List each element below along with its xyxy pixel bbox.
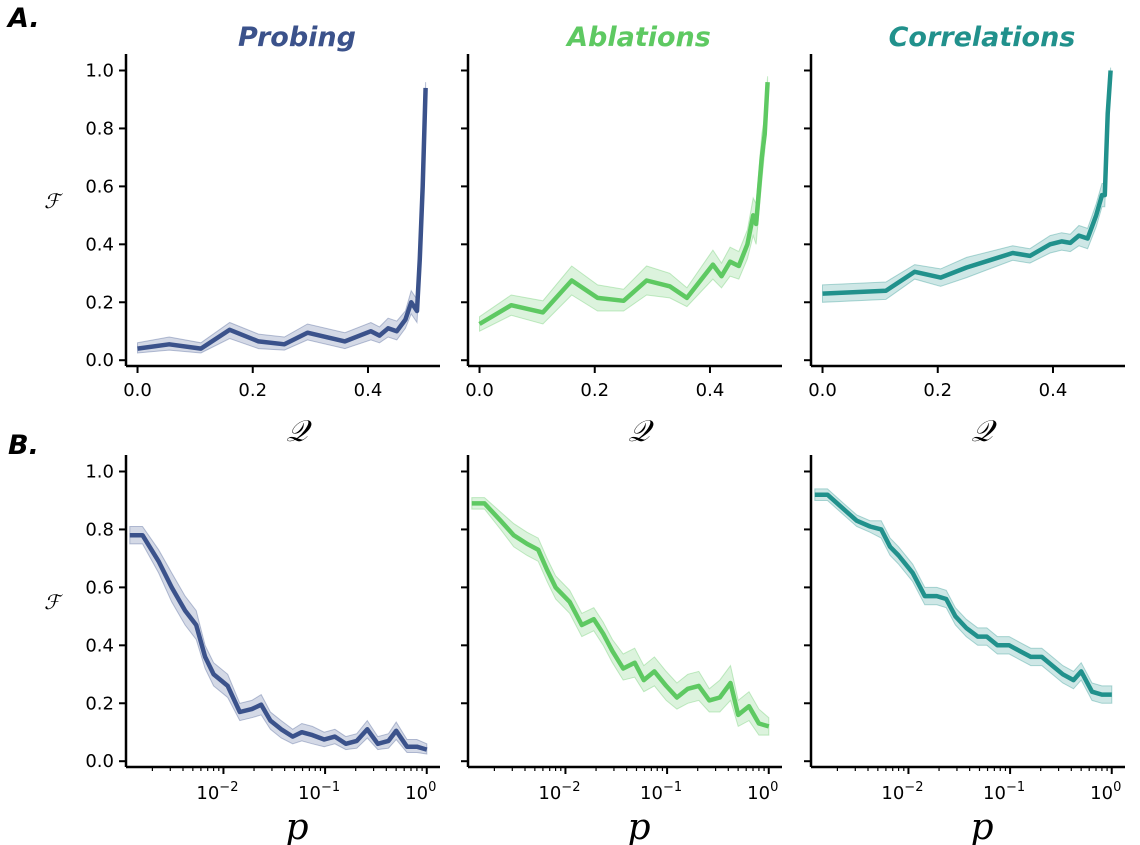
chart-2-series-0-line [822, 70, 1113, 296]
chart-4-xtick-label-1: 10−1 [640, 780, 682, 804]
chart-3-ytick-label-2: 0.4 [85, 635, 114, 656]
chart-0-ytick-label-3: 0.6 [85, 176, 114, 197]
chart-0-xtick-label-2: 0.4 [354, 380, 383, 401]
chart-3-ytick-label-0: 0.0 [85, 751, 114, 772]
chart-5-panel: 10−2 10−1 100 p [804, 455, 1125, 845]
row-label-a: A. [6, 3, 40, 34]
chart-0-series-0-band [137, 82, 427, 354]
chart-2-xtick-label-0: 0.0 [808, 380, 837, 401]
chart-1-xtick-label-0: 0.0 [465, 380, 494, 401]
chart-3-ylabel: ℱ [44, 590, 63, 614]
chart-3-xtick-label-1: 10−1 [298, 780, 340, 804]
chart-3-xtick-label-2: 100 [405, 780, 436, 804]
chart-0-xtick-label-1: 0.2 [238, 380, 267, 401]
chart-5-xtick-label-0: 10−2 [881, 780, 923, 804]
chart-0-series-0-line [137, 87, 428, 351]
chart-4-panel: 10−2 10−1 100 p [461, 455, 782, 845]
chart-3-ytick-label-3: 0.6 [85, 577, 114, 598]
chart-3-ytick-label-1: 0.2 [85, 693, 114, 714]
chart-3-ytick-label-4: 0.8 [85, 519, 114, 540]
chart-0-xlabel: 𝒬 [286, 414, 312, 449]
chart-2-xtick-label-2: 0.4 [1039, 380, 1068, 401]
chart-4-xtick-label-0: 10−2 [538, 780, 580, 804]
chart-0-ytick-label-0: 0.0 [85, 350, 114, 371]
chart-4-xlabel: p [627, 807, 650, 845]
chart-0-ytick-label-1: 0.2 [85, 292, 114, 313]
chart-2-title: Correlations [889, 22, 1076, 53]
chart-3-series-0-band [129, 526, 428, 755]
chart-5-xlabel: p [970, 807, 993, 845]
chart-4-series-0-band [471, 497, 770, 736]
chart-1-series-0-band [479, 76, 769, 333]
chart-1-series-0-line [478, 81, 770, 326]
chart-1-xtick-label-2: 0.4 [696, 380, 725, 401]
chart-4-series-0-line [471, 501, 770, 729]
chart-2-panel: 0.0 0.2 0.4 Correlations 𝒬 [804, 22, 1125, 449]
chart-0-title: Probing [238, 22, 356, 53]
chart-1-title: Ablations [565, 22, 711, 53]
chart-3-ytick-label-5: 1.0 [85, 461, 114, 482]
chart-0-ytick-label-5: 1.0 [85, 60, 114, 81]
chart-2-xtick-label-1: 0.2 [923, 380, 952, 401]
chart-3-xtick-label-0: 10−2 [196, 780, 238, 804]
chart-0-ylabel: ℱ [44, 189, 63, 213]
chart-5-xtick-label-1: 10−1 [983, 780, 1025, 804]
chart-0-panel: 0.0 0.2 0.4 0.6 0.8 1.0 0.0 0.2 0.4 Probing 𝒬 ℱ [44, 22, 440, 449]
chart-1-xtick-label-1: 0.2 [580, 380, 609, 401]
chart-1-xlabel: 𝒬 [628, 414, 654, 449]
chart-5-series-0-line [814, 492, 1112, 697]
chart-0-ytick-label-4: 0.8 [85, 118, 114, 139]
chart-1-panel: 0.0 0.2 0.4 Ablations 𝒬 [461, 22, 782, 449]
chart-0-ytick-label-2: 0.4 [85, 234, 114, 255]
chart-4-xtick-label-2: 100 [747, 780, 778, 804]
chart-3-panel: 0.0 0.2 0.4 0.6 0.8 1.0 10−2 10−1 100 p ℱ [44, 455, 440, 845]
chart-3-series-0-line [129, 532, 428, 752]
chart-3-xlabel: p [285, 807, 308, 845]
chart-2-xlabel: 𝒬 [971, 414, 997, 449]
chart-5-xtick-label-2: 100 [1090, 780, 1121, 804]
row-label-b: B. [8, 430, 39, 461]
chart-0-xtick-label-0: 0.0 [123, 380, 152, 401]
